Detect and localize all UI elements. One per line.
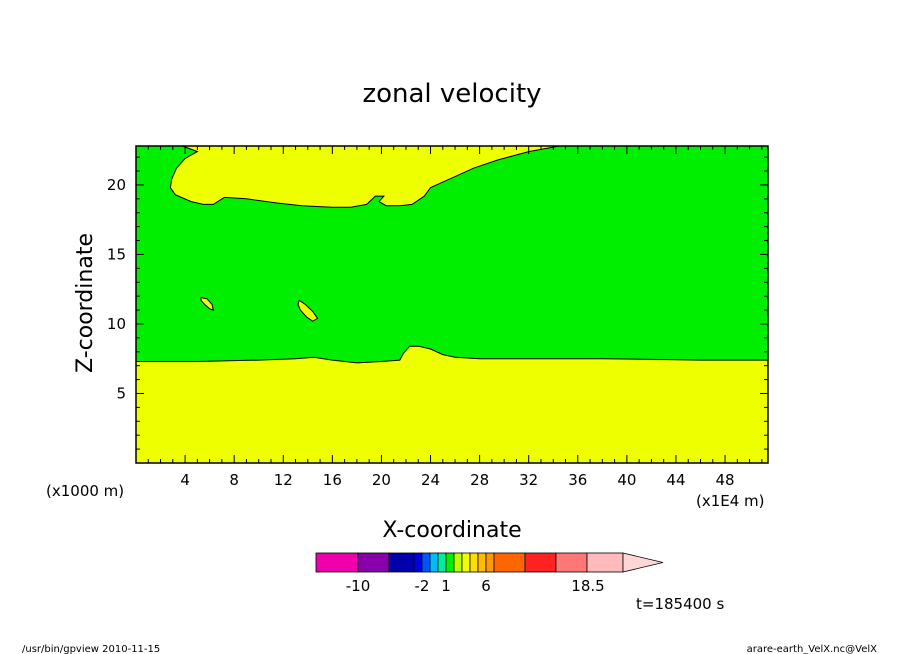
chart-title: zonal velocity (362, 79, 541, 109)
x-axis-unit: (x1E4 m) (696, 492, 765, 510)
colorbar-arrow (622, 552, 664, 573)
colorbar-segment (493, 552, 526, 573)
colorbar-segment (315, 552, 359, 573)
y-tick-label: 10 (107, 315, 126, 333)
colorbar-label: 1 (441, 577, 451, 595)
colorbar-label: 6 (481, 577, 491, 595)
x-axis-label: X-coordinate (382, 518, 521, 543)
y-tick-label: 20 (107, 176, 126, 194)
x-tick-label: 44 (666, 471, 685, 489)
colorbar: -10 -2 1 6 18.5 (315, 552, 664, 595)
time-label: t=185400 s (636, 595, 724, 613)
colorbar-segment (586, 552, 624, 573)
x-tick-label: 24 (421, 471, 440, 489)
colorbar-label: -2 (415, 577, 430, 595)
y-axis-label: Z-coordinate (73, 233, 98, 373)
x-tick-label: 4 (180, 471, 190, 489)
colorbar-label: -10 (346, 577, 371, 595)
contour-regions (135, 145, 769, 464)
colorbar-segment (477, 552, 487, 573)
x-tick-label: 32 (519, 471, 538, 489)
y-tick-label: 15 (107, 245, 126, 263)
plot-frame (135, 145, 769, 464)
colorbar-segment (485, 552, 495, 573)
footer-right: arare-earth_VelX.nc@VelX (747, 644, 878, 654)
contour-region-lower-positive (135, 345, 769, 464)
x-tick-label: 40 (617, 471, 636, 489)
colorbar-segment (555, 552, 588, 573)
colorbar-segment (445, 552, 455, 573)
contour-region-small-island-1 (200, 296, 214, 311)
colorbar-segment (461, 552, 471, 573)
x-tick-label: 20 (372, 471, 391, 489)
colorbar-segment (437, 552, 447, 573)
y-tick-label: 5 (116, 384, 126, 402)
x-tick-label: 28 (470, 471, 489, 489)
colorbar-segment (413, 552, 423, 573)
x-tick-label: 12 (274, 471, 293, 489)
colorbar-segment (357, 552, 390, 573)
x-tick-label: 36 (568, 471, 587, 489)
colorbar-label: 18.5 (571, 577, 604, 595)
colorbar-segment (453, 552, 463, 573)
colorbar-segment (524, 552, 557, 573)
contour-region-small-island-2 (297, 299, 319, 322)
x-tick-label: 48 (716, 471, 735, 489)
x-tick-label: 16 (323, 471, 342, 489)
contour-region-upper-positive (169, 145, 560, 208)
colorbar-segment (388, 552, 415, 573)
colorbar-segment (469, 552, 479, 573)
x-tick-label: 8 (229, 471, 239, 489)
colorbar-segment (429, 552, 439, 573)
colorbar-segment (421, 552, 431, 573)
footer-left: /usr/bin/gpview 2010-11-15 (22, 644, 160, 654)
y-axis-unit: (x1000 m) (46, 482, 124, 500)
